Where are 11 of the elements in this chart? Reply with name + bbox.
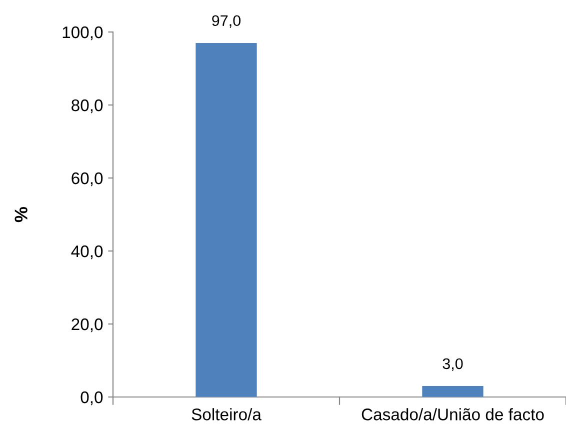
x-tick-label: Casado/a/União de facto [362, 408, 544, 420]
y-tick-label: 40,0 [71, 245, 103, 260]
y-tick-label: 20,0 [72, 318, 103, 332]
data-label: 97,0 [212, 15, 241, 28]
y-tick-label: 0,0 [80, 391, 103, 406]
y-tick-label: 100,0 [62, 26, 103, 40]
data-label: 3,0 [442, 358, 463, 371]
y-tick-label: 80,0 [72, 99, 103, 114]
y-axis-title: % [14, 206, 28, 222]
y-tick-label: 60,0 [72, 172, 103, 186]
x-tick-label: Solteiro/a [192, 408, 262, 420]
